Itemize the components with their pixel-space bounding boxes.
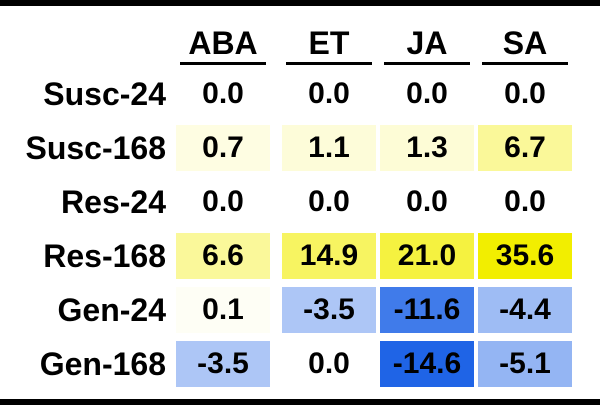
row-label: Gen-168: [39, 346, 166, 382]
column-underline: [482, 62, 568, 65]
heatmap-cell: 0.0: [282, 341, 376, 387]
row-label: Susc-24: [43, 76, 166, 112]
heatmap-cell: 35.6: [478, 233, 572, 279]
heatmap-cell: -11.6: [380, 287, 474, 333]
row-label: Res-168: [43, 238, 166, 274]
heatmap-cell: 21.0: [380, 233, 474, 279]
heatmap-cell: 0.0: [176, 71, 270, 117]
column-underline: [180, 62, 266, 65]
heatmap-cell: 1.1: [282, 125, 376, 171]
heatmap-cell: 0.1: [176, 287, 270, 333]
column-header-et: ET: [308, 25, 350, 61]
heatmap-cell: -4.4: [478, 287, 572, 333]
heatmap-cell: -5.1: [478, 341, 572, 387]
heatmap-cell: -3.5: [176, 341, 270, 387]
column-header-ja: JA: [406, 25, 448, 61]
heatmap-cell: 14.9: [282, 233, 376, 279]
top-rule: [0, 0, 600, 6]
column-underline: [286, 62, 372, 65]
heatmap-cell: 0.0: [478, 71, 572, 117]
row-label: Gen-24: [57, 292, 166, 328]
column-header-aba: ABA: [188, 25, 258, 61]
heatmap-cell: 0.0: [282, 71, 376, 117]
row-label: Res-24: [61, 184, 166, 220]
column-header-sa: SA: [502, 25, 548, 61]
heatmap-cell: 0.0: [478, 179, 572, 225]
heatmap-cell: 0.0: [380, 71, 474, 117]
heatmap-cell: 0.0: [282, 179, 376, 225]
heatmap-cell: 1.3: [380, 125, 474, 171]
heatmap-cell: -14.6: [380, 341, 474, 387]
heatmap-cell: 0.7: [176, 125, 270, 171]
heatmap-cell: 0.0: [380, 179, 474, 225]
heatmap-cell: 6.6: [176, 233, 270, 279]
heatmap-cell: -3.5: [282, 287, 376, 333]
heatmap-cell: 0.0: [176, 179, 270, 225]
heatmap-cell: 6.7: [478, 125, 572, 171]
column-underline: [384, 62, 470, 65]
row-label: Susc-168: [25, 130, 166, 166]
bottom-rule: [0, 399, 600, 405]
